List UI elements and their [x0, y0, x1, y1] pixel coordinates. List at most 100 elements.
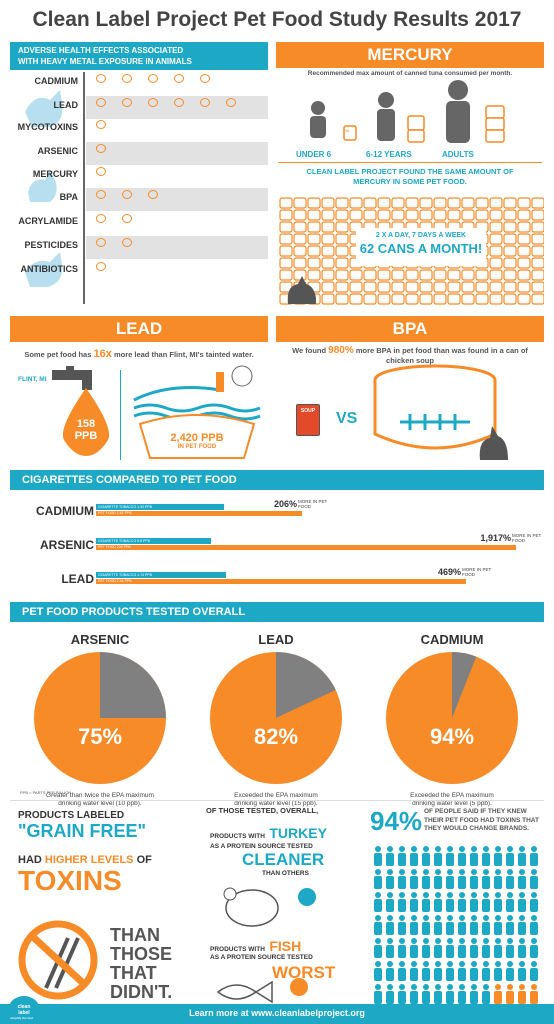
- tuna-can: [377, 281, 391, 293]
- tuna-can: [307, 233, 321, 245]
- pet-food-bar: PET FOOD 2.34 PPB: [96, 579, 466, 584]
- pie-pct: 82%: [253, 724, 299, 749]
- tuna-can: [321, 281, 335, 293]
- no-grain-icon: [18, 920, 98, 1000]
- mercury-finding: CLEAN LABEL PROJECT FOUND THE SAME AMOUN…: [306, 167, 514, 186]
- tuna-can: [405, 197, 419, 209]
- person-icon: [410, 846, 418, 866]
- organ-icon: [148, 98, 158, 107]
- pet-food-can-icon: [373, 364, 497, 450]
- person-icon: [482, 938, 490, 958]
- organ-icon: [96, 214, 106, 223]
- tuna-can: [363, 269, 377, 281]
- tuna-can: [531, 269, 544, 281]
- tuna-can: [279, 269, 293, 281]
- tuna-can: [279, 245, 293, 257]
- tuna-can: [531, 209, 544, 221]
- person-icon: [518, 984, 526, 1004]
- tuna-can: [447, 269, 461, 281]
- person-icon: [518, 869, 526, 889]
- tuna-can: [335, 281, 349, 293]
- person-icon: [446, 984, 454, 1004]
- tuna-can: [475, 197, 489, 209]
- person-icon: [494, 869, 502, 889]
- person-icon: [482, 915, 490, 935]
- pie-pct: 75%: [77, 724, 123, 749]
- water-drop-icon: [62, 388, 110, 456]
- person-icon: [458, 892, 466, 912]
- lead-header: LEAD: [10, 316, 268, 342]
- tuna-can: [363, 281, 377, 293]
- tuna-can: [531, 293, 544, 305]
- person-icon: [446, 846, 454, 866]
- person-icon: [446, 892, 454, 912]
- tuna-can: [503, 257, 517, 269]
- tuna-can: [321, 233, 335, 245]
- person-icon: [434, 869, 442, 889]
- pie-chart: [34, 652, 166, 784]
- adverse-label: ANTIBIOTICS: [20, 264, 79, 274]
- person-icon: [506, 915, 514, 935]
- person-icon: [530, 915, 538, 935]
- adverse-animal-silhouettes: [20, 82, 70, 302]
- person-icon: [410, 961, 418, 981]
- vs-label: VS: [336, 410, 358, 427]
- tuna-can: [517, 221, 531, 233]
- adverse-row-arsenic: [86, 142, 268, 165]
- soup-can-icon: SOUP: [296, 404, 320, 436]
- person-icon: [470, 915, 478, 935]
- tuna-can: [349, 293, 363, 305]
- person-icon: [422, 892, 430, 912]
- tuna-can: [489, 233, 503, 245]
- tuna-can: [433, 209, 447, 221]
- person-icon: [458, 984, 466, 1004]
- person-icon: [494, 938, 502, 958]
- pie-caption: Greater than twice the EPA maximum drinki…: [46, 792, 154, 808]
- tuna-can: [489, 257, 503, 269]
- flint-label: FLINT, MI: [18, 376, 47, 383]
- person-icon: [410, 938, 418, 958]
- pet-food-ppb: 2,420 PPB IN PET FOOD: [170, 432, 224, 450]
- pet-food-bar: PET FOOD 2.51 PPB: [96, 511, 302, 516]
- cig-pct: 469%: [437, 567, 461, 577]
- organ-icon: [122, 190, 132, 199]
- pie-slice-remaining: [100, 652, 166, 718]
- organ-icon: [96, 190, 106, 199]
- adverse-panel: CADMIUM LEAD MYCOTOXINS ARSENIC MERCURY BPA AC…: [10, 72, 268, 306]
- tuna-can: [321, 221, 335, 233]
- tuna-can: [517, 269, 531, 281]
- tuna-can: [307, 197, 321, 209]
- person-icon: [470, 961, 478, 981]
- person-icon: [386, 892, 394, 912]
- person-icon: [458, 846, 466, 866]
- mercury-banner: 2 X A DAY, 7 DAYS A WEEK 62 CANS A MONTH…: [356, 228, 486, 266]
- tuna-can: [447, 209, 461, 221]
- page-title: Clean Label Project Pet Food Study Resul…: [32, 8, 522, 31]
- person-icon: [398, 984, 406, 1004]
- bpa-header: BPA: [276, 316, 544, 342]
- person-icon: [518, 846, 526, 866]
- person-icon: [506, 984, 514, 1004]
- tuna-can: [335, 209, 349, 221]
- tuna-can: [405, 293, 419, 305]
- tuna-can: [447, 197, 461, 209]
- person-icon: [374, 984, 382, 1004]
- tuna-can: [377, 209, 391, 221]
- tuna-can: [475, 269, 489, 281]
- tuna-can: [405, 269, 419, 281]
- food-bowl-icon: [138, 414, 256, 459]
- tuna-can: [335, 233, 349, 245]
- pie-caption: Exceeded the EPA maximum drinking water l…: [410, 792, 494, 808]
- tuna-can: [391, 197, 405, 209]
- person-icon: [434, 846, 442, 866]
- person-icon: [422, 938, 430, 958]
- learn-more-link[interactable]: Learn more at www.cleanlabelproject.org: [189, 1008, 365, 1018]
- people-panel: 94% OF PEOPLE SAID IF THEY KNEW THEIR PE…: [370, 806, 546, 1006]
- person-icon: [458, 938, 466, 958]
- pie-caption: Exceeded the EPA maximum drinking water l…: [234, 792, 318, 808]
- tuna-can: [517, 245, 531, 257]
- tuna-can: [433, 197, 447, 209]
- person-icon: [470, 984, 478, 1004]
- tuna-can: [419, 269, 433, 281]
- adverse-row-mercury: [86, 165, 268, 188]
